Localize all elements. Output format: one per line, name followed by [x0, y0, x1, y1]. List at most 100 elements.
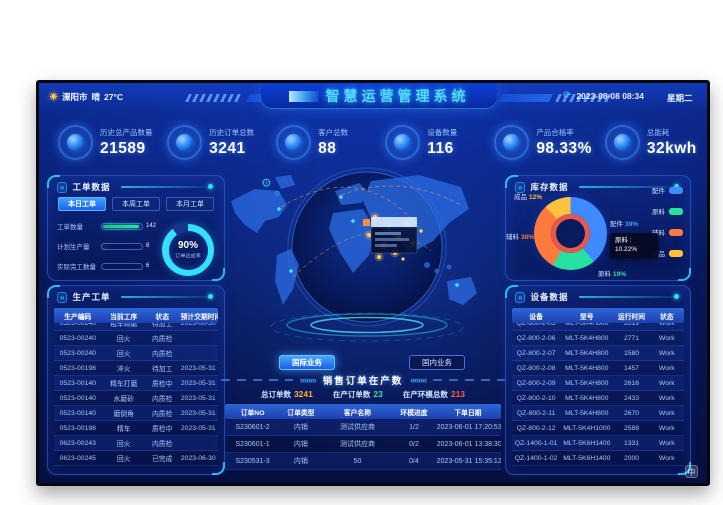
sales-title: 销售订单在产数 — [322, 376, 404, 387]
table-cell: 内质检 — [152, 411, 173, 418]
table-row: 0523-00240 回火 内质检 — [54, 331, 218, 346]
table-row: QZ-800-2-08 MLT-5K4H800 1457 Work — [512, 361, 684, 376]
production-orders-table: 生产编码 当前工序 状态 预计交期时间 0523-00240 粗车精磨 待加工 202… — [54, 308, 218, 470]
table-row: QZ-800-2-06 MLT-5K4H800 2771 Work — [512, 331, 684, 346]
datetime-label: 2023-08-08 08:34 — [576, 91, 644, 101]
panel-marker-icon: » — [515, 291, 526, 303]
table-cell: 质检中 — [152, 381, 173, 388]
table-cell: 2023-06-30 — [180, 319, 216, 327]
table-row: QZ-800-2-11 MLT-5K4H800 2670 Work — [512, 406, 684, 421]
table-row: 0523-00140 水磨砂 内质检 2023-05-31 — [54, 391, 218, 406]
table-cell: 0523-00140 — [59, 409, 96, 417]
production-orders-panel: » 生产工单 生产编码 当前工序 状态 预计交期时间 0523-00240 粗车精… — [47, 285, 225, 475]
table-row: S230531-3 内销 50 0/4 2023-05-31 15:35:12 — [225, 453, 501, 470]
table-cell: 2023-06-01 17:20:53 — [436, 423, 501, 431]
chart-tooltip: 原料 : 10.22% — [610, 233, 658, 258]
work-order-tabs: 本日工单 本周工单 本月工单 — [48, 195, 224, 214]
table-body: 0523-00240 粗车精磨 待加工 2023-06-30 0523-00240 回火内… — [54, 316, 218, 466]
table-row: 0523-00240 回火 内质检 — [54, 346, 218, 361]
table-row: QZ-1400-1-01 MLT-5K6H1400 1331 Work — [512, 436, 684, 451]
table-cell: 0623-00245 — [59, 454, 96, 462]
table-cell: 2023-05-31 — [180, 379, 216, 387]
table-cell: 2023-05-31 — [180, 409, 216, 417]
table-header: 生产编码 当前工序 状态 预计交期时间 — [54, 308, 218, 323]
weather-condition: 晴 — [91, 92, 100, 102]
table-cell: QZ-800-2-09 — [516, 379, 556, 387]
table-cell: MLT-5K4H800 — [565, 379, 609, 387]
panel-title: 工单数据 — [72, 182, 111, 192]
table-cell: QZ-1400-1-01 — [514, 439, 558, 447]
table-cell: 2616 — [623, 379, 640, 387]
table-body: S230601-2 内销 测试供应商 1/2 2023-06-01 17:20:53 S2… — [225, 419, 501, 470]
table-cell: 0/2 — [409, 440, 419, 448]
table-cell: 1/2 — [409, 423, 419, 431]
table-cell: 回火 — [116, 456, 131, 463]
panel-title: 库存数据 — [530, 182, 569, 192]
tab-month[interactable]: 本月工单 — [166, 197, 214, 211]
table-cell: 内销 — [293, 441, 308, 448]
table-cell: 内质检 — [152, 351, 173, 358]
table-cell: 2023-05-31 — [180, 424, 216, 432]
watermark-badge: 中 — [685, 465, 698, 478]
table-cell: S230531-3 — [235, 457, 270, 465]
inventory-donut-chart — [534, 197, 607, 270]
bar-actual-finished: 实际完工数量 6 — [57, 262, 150, 271]
legend-item: 辅料 — [652, 227, 683, 237]
table-cell: MLT-5K6H1400 — [563, 439, 611, 447]
table-cell: 测试供应商 — [339, 441, 375, 448]
table-cell: MLT-5K6H1400 — [563, 454, 611, 462]
kpi-energy-total: 总能耗 32kwh — [592, 114, 701, 170]
table-cell: QZ-800-2-07 — [516, 349, 556, 357]
table-cell: 0523-00240 — [59, 349, 96, 357]
table-cell: QZ-800-2-05 — [516, 319, 556, 327]
stat-in-production-orders: 在产订单数 23 — [332, 389, 383, 399]
table-row: 0523-00198 精车 质检中 2023-05-31 — [54, 421, 218, 436]
domestic-business-button[interactable]: 国内业务 — [409, 355, 465, 370]
table-cell: 0523-00140 — [59, 394, 96, 402]
orb-icon — [385, 124, 421, 160]
orb-icon — [494, 124, 530, 160]
screen-frame: ☀ 溧阳市 晴 27°C 智慧运营管理系统 ⟳ 2023-08-08 08:34… — [36, 80, 710, 486]
tab-today[interactable]: 本日工单 — [58, 197, 106, 211]
table-cell: QZ-800-2-11 — [516, 409, 556, 417]
refresh-icon[interactable]: ⟳ — [563, 90, 572, 101]
table-cell: 水磨砂 — [113, 396, 134, 403]
table-cell: QZ-800-2-10 — [516, 394, 556, 402]
page-title: 智慧运营管理系统 — [325, 88, 470, 104]
table-cell: 0/4 — [409, 457, 419, 465]
slice-label-auxiliary: 辅料 30% — [506, 234, 535, 241]
table-cell: 0523-00240 — [59, 334, 96, 342]
table-header: 设备 型号 运行时间 状态 — [512, 308, 684, 323]
kpi-pass-rate: 产品合格率 98.33% — [481, 114, 592, 170]
table-cell: 精车 — [116, 426, 131, 433]
table-cell: 1580 — [623, 349, 640, 357]
table-row: S230601-2 内销 测试供应商 1/2 2023-06-01 17:20:53 — [225, 419, 501, 436]
table-cell: 0523-00198 — [59, 424, 96, 432]
panel-header-line — [121, 184, 213, 189]
inventory-legend: 配件 原料 辅料 成品 — [652, 185, 683, 258]
table-cell: 内质检 — [152, 336, 173, 343]
legend-item: 成品 — [652, 248, 683, 258]
work-order-body: 工单数量 142 计划生产量 8 实际完工数量 6 — [48, 214, 224, 281]
table-cell: 淬火 — [116, 366, 131, 373]
table-cell: 回火 — [116, 336, 131, 343]
table-cell: Work — [658, 349, 675, 357]
sales-stats: 总订单数 3241 在产订单数 23 在产环模总数 213 — [221, 389, 505, 400]
tab-week[interactable]: 本周工单 — [112, 197, 160, 211]
panel-header: » 生产工单 — [48, 286, 224, 305]
international-business-button[interactable]: 国际业务 — [279, 355, 335, 370]
sun-icon: ☀ — [49, 91, 58, 103]
work-order-bars: 工单数量 142 计划生产量 8 实际完工数量 6 — [57, 219, 159, 281]
table-cell: 2771 — [623, 334, 640, 342]
kpi-row: 历史总产品数量 21589 历史订单总数 3241 客户总数 88 设备数量 1… — [45, 114, 701, 170]
table-cell: 待加工 — [152, 366, 173, 373]
table-cell: 0523-00240 — [59, 319, 96, 327]
table-cell: MLT-5K4H1000 — [563, 424, 611, 432]
table-cell: 0523-00198 — [59, 364, 96, 372]
weather-temperature: 27°C — [104, 92, 123, 102]
weekday-label: 星期二 — [667, 93, 693, 103]
table-cell: S230601-1 — [235, 440, 270, 448]
table-cell: Work — [658, 364, 675, 372]
panel-header: » 工单数据 — [48, 176, 224, 195]
table-cell: MLT-5K4H800 — [565, 334, 609, 342]
